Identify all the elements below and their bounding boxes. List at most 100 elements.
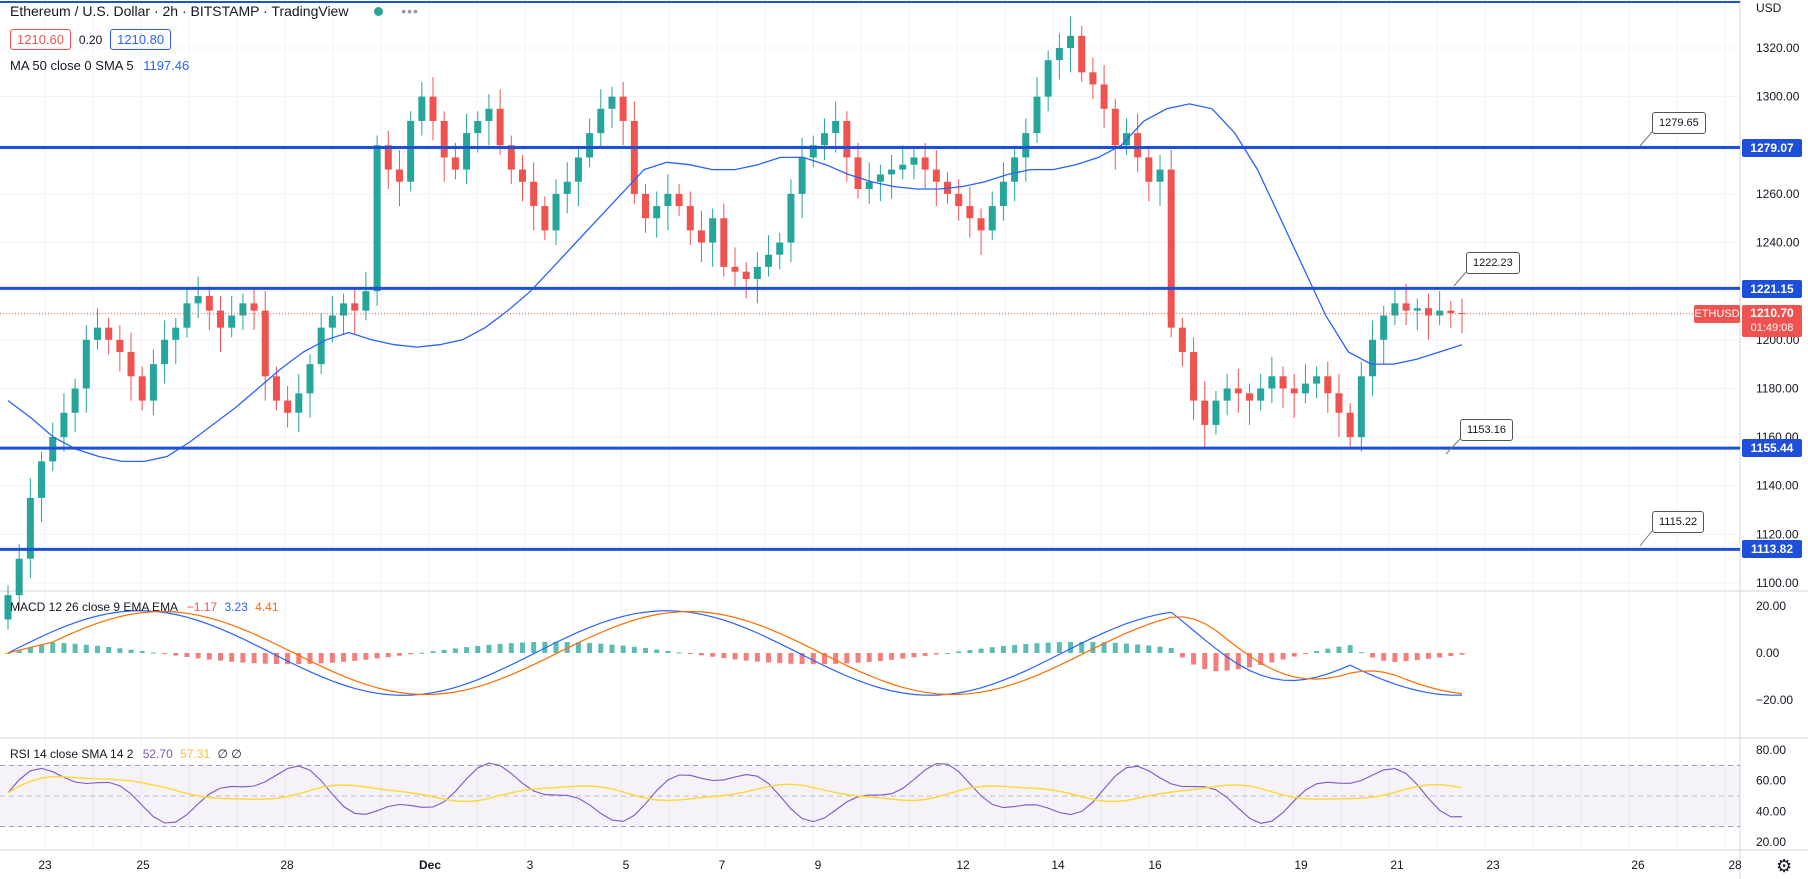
macd-histogram-bar <box>218 653 224 661</box>
chart-title: Ethereum / U.S. Dollar · 2h · BITSTAMP ·… <box>10 3 419 19</box>
macd-histogram-bar <box>1280 653 1286 660</box>
candle-body <box>876 174 884 182</box>
candle-body <box>1324 376 1332 394</box>
macd-histogram-bar <box>676 652 682 654</box>
macd-hist-value: −1.17 <box>186 600 218 614</box>
macd-histogram-bar <box>1224 653 1230 671</box>
candle-body <box>832 120 840 134</box>
candle-body <box>1145 157 1153 182</box>
currency-label: USD <box>1756 1 1782 15</box>
price-tick-label: 1180.00 <box>1756 381 1799 395</box>
macd-histogram-bar <box>464 647 470 653</box>
macd-histogram-bar <box>1146 645 1152 653</box>
candle-body <box>1313 376 1321 384</box>
candle-body <box>26 497 34 559</box>
macd-histogram-bar <box>777 653 783 664</box>
candle-body <box>709 218 717 243</box>
macd-histogram-bar <box>1336 646 1342 653</box>
candle-body <box>351 303 359 311</box>
candle-body <box>1436 310 1444 316</box>
macd-histogram-bar <box>396 653 402 656</box>
macd-tick-label: −20.00 <box>1756 693 1793 707</box>
settings-gear-icon[interactable]: ⚙ <box>1776 856 1793 876</box>
symbol-tag: ETHUSD <box>1694 305 1740 323</box>
time-tick-label: 14 <box>1051 858 1065 872</box>
candle-body <box>518 169 526 182</box>
candle-body <box>1111 108 1119 146</box>
candle-body <box>317 327 325 365</box>
candle-body <box>38 461 46 498</box>
candle-body <box>921 157 929 170</box>
candle-body <box>507 145 515 170</box>
macd-histogram-bar <box>352 653 358 661</box>
callout-connector <box>1445 438 1461 455</box>
macd-histogram-bar <box>307 653 313 664</box>
macd-histogram-bar <box>385 653 391 658</box>
candle-body <box>597 108 605 134</box>
macd-histogram-bar <box>1112 642 1118 653</box>
ask-price-button[interactable]: 1210.80 <box>110 29 172 50</box>
macd-histogram-bar <box>754 653 760 662</box>
candle-body <box>105 327 113 340</box>
macd-histogram-bar <box>184 653 190 657</box>
level-price-label: 1113.82 <box>1742 540 1802 558</box>
macd-histogram-bar <box>363 653 369 660</box>
time-tick-label: 26 <box>1631 858 1645 872</box>
macd-histogram-bar <box>1258 653 1264 666</box>
candle-body <box>731 266 739 272</box>
macd-histogram-bar <box>766 653 772 663</box>
macd-histogram-bar <box>1068 641 1074 653</box>
macd-histogram-bar <box>508 643 514 653</box>
rsi-legend[interactable]: RSI 14 close SMA 14 2 52.70 57.31 ∅ ∅ <box>10 747 242 761</box>
candle-body <box>977 218 985 231</box>
macd-histogram-bar <box>1325 648 1331 653</box>
candle-body <box>1089 72 1097 85</box>
candle-body <box>1190 351 1198 401</box>
time-tick-label: 12 <box>956 858 970 872</box>
price-callout[interactable]: 1222.23 <box>1466 252 1520 274</box>
candle-body <box>899 164 907 170</box>
macd-legend[interactable]: MACD 12 26 close 9 EMA EMA −1.17 3.23 4.… <box>10 600 279 614</box>
bid-price-button[interactable]: 1210.60 <box>10 29 71 50</box>
macd-histogram-bar <box>240 653 246 663</box>
market-status-dot-icon <box>374 7 384 16</box>
candle-body <box>1234 388 1242 394</box>
candle-body <box>1424 308 1432 316</box>
macd-histogram-bar <box>318 653 324 664</box>
rsi-value: 52.70 <box>142 747 173 761</box>
time-tick-label: 25 <box>136 858 150 872</box>
candle-body <box>619 96 627 121</box>
macd-histogram-bar <box>945 652 951 654</box>
spread-value: 0.20 <box>78 33 103 47</box>
macd-histogram-bar <box>620 645 626 653</box>
time-tick-label: 28 <box>1728 858 1742 872</box>
candle-body <box>1212 400 1220 425</box>
candle-body <box>1335 393 1343 413</box>
macd-histogram-bar <box>1157 646 1163 653</box>
macd-histogram-bar <box>1135 644 1141 653</box>
candle-body <box>1134 133 1142 158</box>
price-callout[interactable]: 1115.22 <box>1652 511 1705 533</box>
candle-body <box>653 206 661 219</box>
price-callout[interactable]: 1279.65 <box>1652 112 1706 134</box>
candle-body <box>127 351 135 377</box>
candle-body <box>1369 339 1377 377</box>
candle-body <box>138 376 146 401</box>
macd-tick-label: 0.00 <box>1756 646 1780 660</box>
macd-histogram-bar <box>329 653 335 663</box>
macd-histogram-bar <box>1168 647 1174 653</box>
candle-body <box>1413 308 1421 311</box>
macd-histogram-bar <box>1358 652 1364 654</box>
macd-histogram-bar <box>83 644 89 653</box>
candle-body <box>440 120 448 158</box>
macd-histogram-bar <box>374 653 380 659</box>
candle-body <box>362 291 370 311</box>
macd-histogram-bar <box>229 653 235 662</box>
rsi-extra-values: ∅ ∅ <box>217 747 242 761</box>
candle-body <box>742 271 750 280</box>
more-options-icon[interactable]: ••• <box>401 3 419 19</box>
macd-histogram-bar <box>1045 642 1051 653</box>
ma-legend[interactable]: MA 50 close 0 SMA 5 1197.46 <box>10 58 189 73</box>
price-callout[interactable]: 1153.16 <box>1460 419 1513 441</box>
